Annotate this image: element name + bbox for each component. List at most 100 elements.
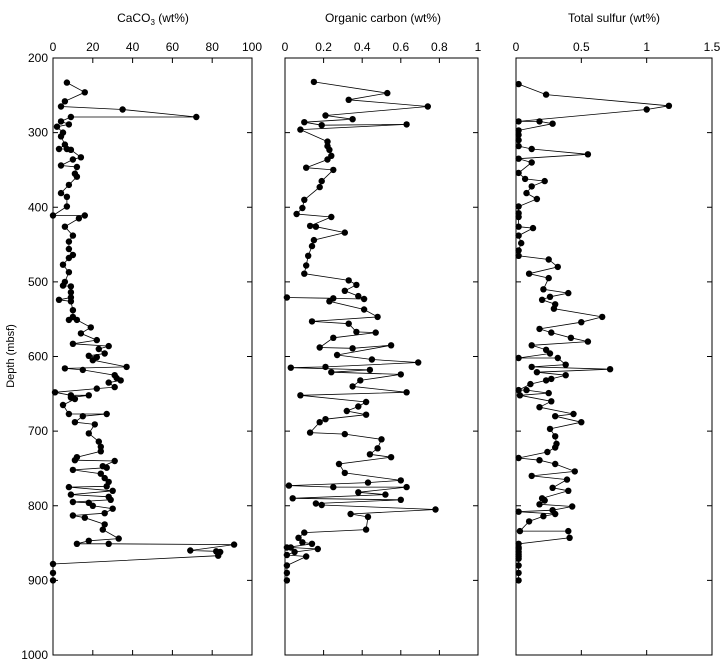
caco3-data-point: [85, 392, 93, 399]
total-sulfur-data-point: [569, 503, 576, 510]
organic-carbon-data-point: [328, 213, 335, 221]
caco3-data-point: [93, 336, 101, 344]
total-sulfur-data-point: [529, 224, 537, 232]
organic-carbon-data-point: [301, 119, 308, 126]
organic-carbon-data-point: [366, 366, 374, 374]
total-sulfur-data-point: [542, 377, 550, 384]
total-sulfur-data-point: [515, 136, 522, 144]
total-sulfur-markers: [515, 80, 673, 584]
organic-carbon-data-point: [301, 529, 308, 536]
caco3-data-point: [85, 537, 93, 544]
total-sulfur-data-point: [578, 419, 585, 426]
total-sulfur-data-point: [533, 369, 541, 376]
total-sulfur-data-point: [515, 155, 522, 162]
caco3-title: CaCO3 (wt%): [117, 11, 189, 27]
total-sulfur-data-point: [578, 319, 585, 326]
organic-carbon-data-point: [368, 356, 376, 363]
caco3-data-point: [193, 113, 200, 121]
organic-carbon-data-point: [308, 540, 316, 547]
caco3-data-point: [97, 448, 105, 455]
organic-carbon-data-point: [345, 320, 352, 327]
caco3-data-point: [109, 487, 116, 494]
caco3-data-point: [67, 283, 75, 290]
total-sulfur-data-point: [563, 476, 571, 483]
caco3-data-point: [65, 245, 73, 253]
total-sulfur-data-point: [548, 398, 555, 405]
total-sulfur-data-point: [518, 239, 525, 247]
caco3-data-point: [55, 296, 63, 303]
organic-carbon-data-point: [303, 262, 310, 269]
caco3-data-point: [69, 466, 77, 474]
organic-carbon-data-point: [301, 196, 308, 203]
caco3-data-point: [49, 560, 57, 568]
caco3-data-point: [97, 470, 105, 477]
total-sulfur-data-point: [515, 562, 522, 569]
total-sulfur-data-point: [515, 232, 522, 239]
total-sulfur-data-point: [546, 350, 554, 357]
organic-carbon-data-point: [353, 328, 360, 336]
caco3-data-point: [75, 215, 83, 222]
organic-carbon-data-point: [347, 510, 354, 518]
caco3-data-point: [63, 203, 71, 210]
organic-carbon-markers: [283, 78, 439, 584]
total-sulfur-data-point: [523, 386, 530, 394]
caco3-data-point: [53, 123, 61, 130]
total-sulfur-x-ticks: 0 0.5 1 1.5: [513, 40, 721, 655]
caco3-data-point: [115, 535, 122, 542]
total-sulfur-data-point: [515, 386, 522, 394]
organic-carbon-data-point: [287, 364, 294, 371]
organic-carbon-data-point: [324, 138, 331, 145]
depth-y-tick-label: 700: [28, 424, 48, 438]
total-sulfur-data-point: [546, 425, 554, 433]
caco3-data-point: [65, 410, 73, 418]
caco3-data-point: [65, 269, 73, 276]
caco3-data-point: [105, 379, 112, 386]
organic-carbon-x-tick-label: 1: [475, 40, 482, 54]
organic-carbon-data-point: [362, 526, 370, 533]
organic-carbon-x-tick-label: 0.8: [431, 40, 448, 54]
organic-carbon-data-point: [341, 287, 348, 294]
organic-carbon-data-point: [318, 177, 325, 185]
caco3-data-point: [89, 502, 97, 509]
organic-carbon-title: Organic carbon (wt%): [325, 11, 441, 25]
caco3-data-point: [67, 491, 75, 498]
caco3-data-point: [67, 298, 75, 305]
organic-carbon-data-point: [355, 292, 362, 300]
caco3-data-point: [77, 330, 85, 337]
caco3-data-point: [230, 541, 238, 548]
organic-carbon-data-point: [283, 294, 291, 301]
caco3-data-point: [57, 133, 65, 140]
total-sulfur-data-point: [549, 120, 556, 127]
total-sulfur-data-point: [525, 270, 533, 277]
organic-carbon-data-point: [305, 252, 312, 259]
total-sulfur-plot-frame: [515, 57, 713, 656]
organic-carbon-data-point: [415, 359, 422, 366]
total-sulfur-data-point: [515, 127, 522, 134]
caco3-data-point: [103, 410, 110, 418]
total-sulfur-data-point: [515, 569, 522, 577]
organic-carbon-data-point: [378, 436, 385, 443]
organic-carbon-data-point: [316, 419, 323, 426]
organic-carbon-data-point: [362, 411, 370, 418]
caco3-data-point: [57, 118, 65, 125]
organic-carbon-data-point: [349, 116, 356, 123]
caco3-x-tick-label: 80: [206, 40, 220, 54]
organic-carbon-data-point: [306, 222, 314, 230]
organic-carbon-data-point: [283, 551, 291, 559]
total-sulfur-data-point: [571, 468, 578, 475]
total-sulfur-data-point: [540, 513, 547, 520]
organic-carbon-data-point: [303, 164, 310, 171]
caco3-data-point: [51, 389, 59, 396]
caco3-data-point: [101, 350, 108, 357]
organic-carbon-data-point: [355, 489, 362, 496]
total-sulfur-data-point: [516, 392, 524, 399]
caco3-data-point: [67, 146, 75, 153]
total-sulfur-data-point: [552, 510, 559, 518]
organic-carbon-data-point: [341, 229, 348, 236]
caco3-data-point: [69, 156, 77, 163]
organic-carbon-x-tick-label: 0.6: [392, 40, 409, 54]
organic-carbon-data-point: [295, 534, 302, 541]
caco3-data-point: [65, 483, 73, 491]
caco3-data-point: [69, 232, 77, 239]
total-sulfur-data-point: [515, 354, 522, 362]
